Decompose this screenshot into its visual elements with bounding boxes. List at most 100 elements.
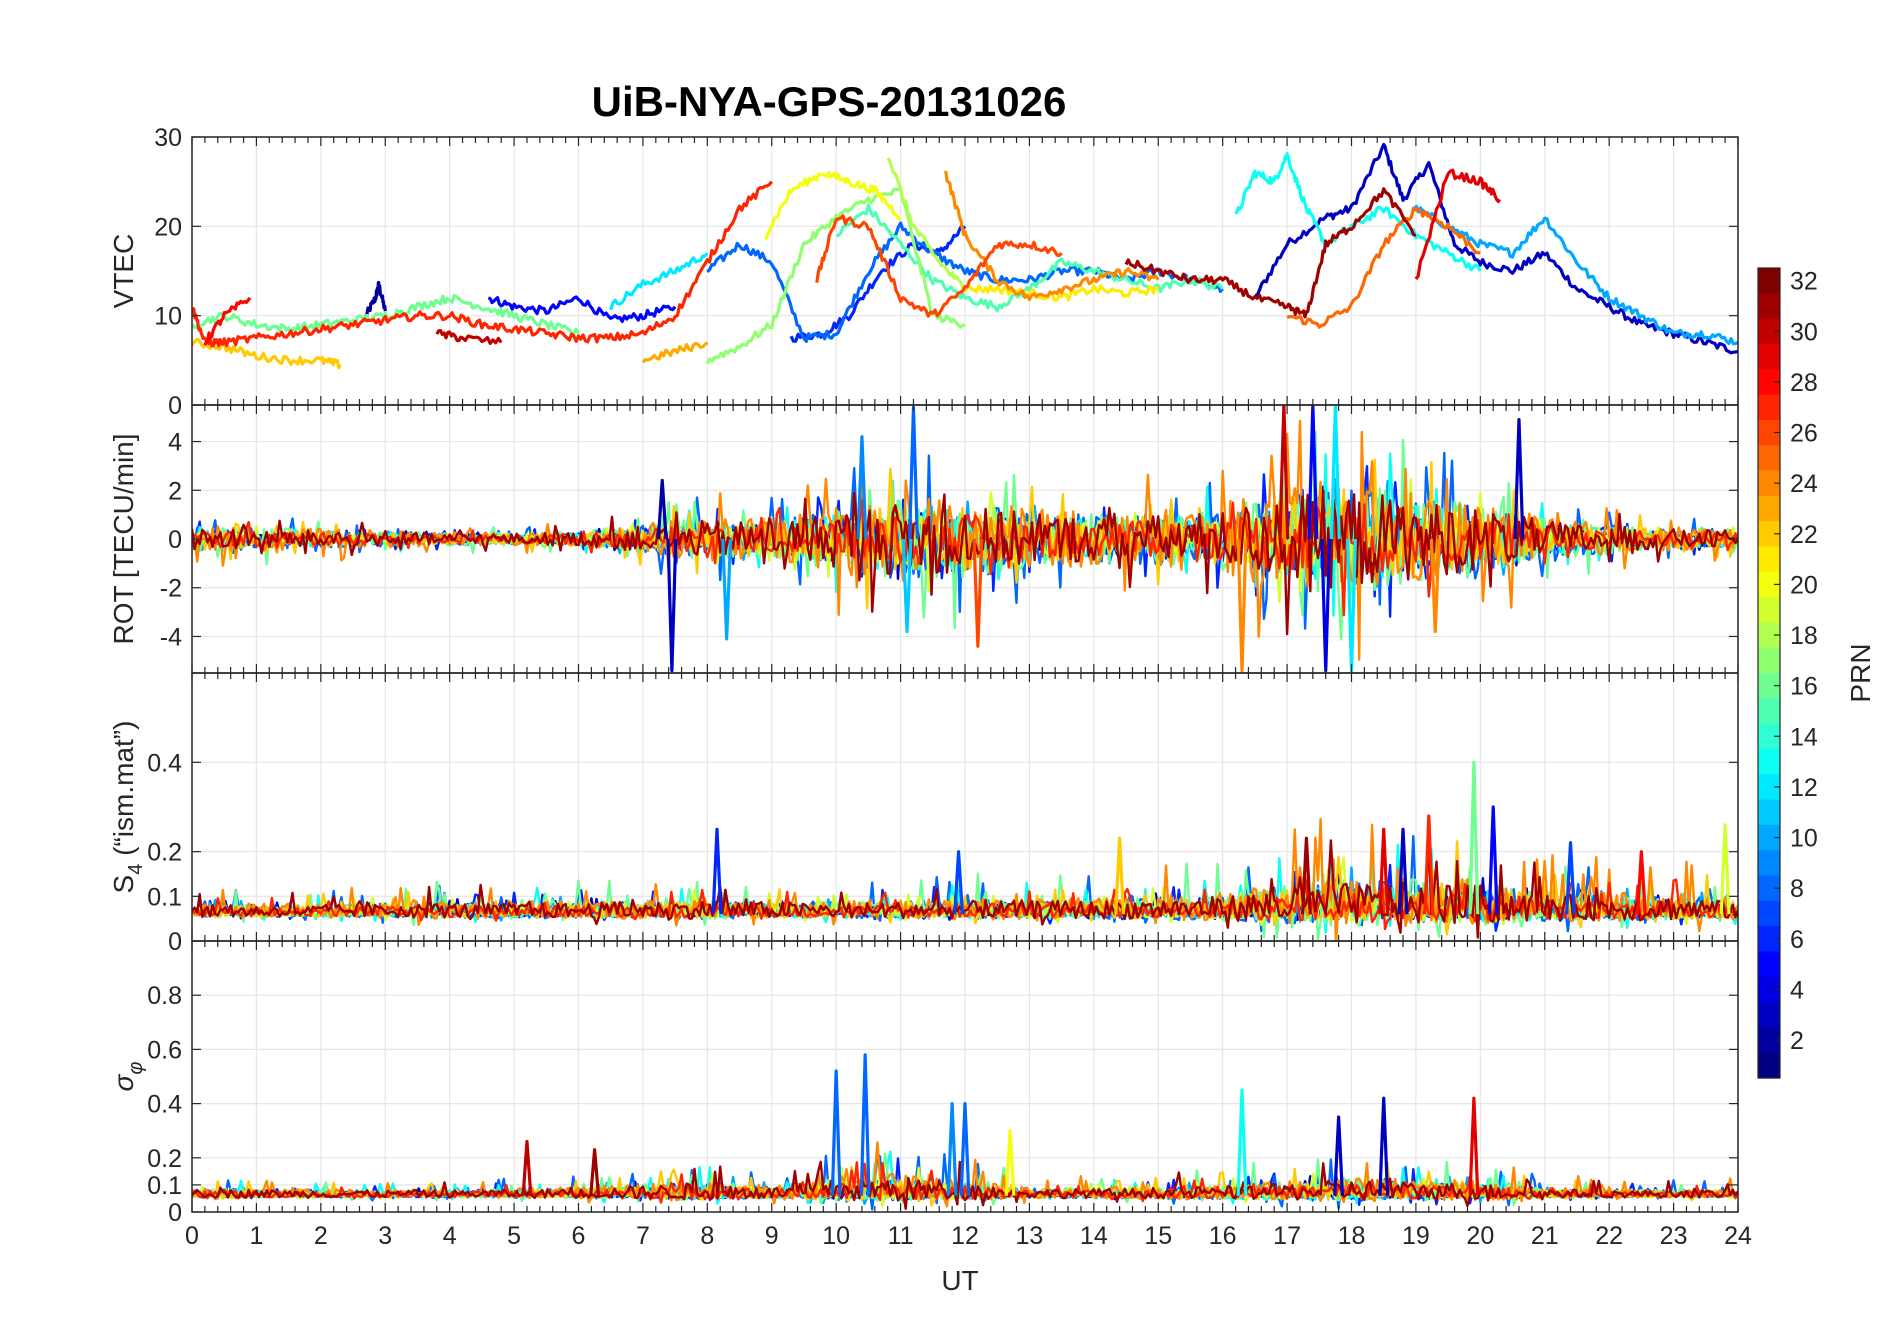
spike-prn-8 — [959, 1102, 971, 1196]
x-tick-label: 0 — [185, 1222, 199, 1250]
colorbar-tick-label: 24 — [1790, 470, 1818, 498]
spike-prn-13 — [1236, 1088, 1248, 1196]
y-tick-label: 0.4 — [147, 1091, 182, 1119]
colorbar-segment — [1758, 723, 1780, 750]
spike-prn-24 — [1236, 538, 1248, 673]
series-prn-21 — [963, 284, 1160, 303]
colorbar-segment — [1758, 824, 1780, 851]
chart-title: UiB-NYA-GPS-20131026 — [592, 78, 1067, 125]
x-tick-label: 17 — [1273, 1222, 1301, 1250]
spike-prn-20 — [1004, 1129, 1016, 1196]
series-prn-29 — [1414, 168, 1501, 280]
colorbar-segment — [1758, 951, 1780, 978]
spike-prn-5 — [1487, 805, 1499, 915]
spike-prn-27 — [1423, 814, 1435, 915]
x-tick-label: 19 — [1402, 1222, 1430, 1250]
x-ticks-s4 — [191, 673, 1739, 941]
y-tick-label: 30 — [154, 124, 182, 152]
spike-prn-12 — [1329, 405, 1341, 540]
colorbar-segment — [1758, 597, 1780, 623]
x-tick-label: 21 — [1531, 1222, 1559, 1250]
colorbar-segment — [1758, 521, 1780, 548]
x-tick-label: 13 — [1016, 1222, 1044, 1250]
spike-prn-2 — [656, 478, 668, 540]
y-tick-label: 0.4 — [147, 749, 182, 777]
colorbar-tick-label: 4 — [1790, 976, 1804, 1004]
colorbar-segment — [1758, 673, 1780, 699]
x-tick-label: 5 — [507, 1222, 521, 1250]
spike-prn-31 — [589, 1148, 601, 1196]
series-prn-18 — [886, 157, 966, 291]
colorbar-segment — [1758, 293, 1780, 320]
colorbar-segment — [1758, 445, 1780, 472]
spike-prn-22 — [1114, 836, 1126, 915]
x-tick-label: 3 — [378, 1222, 392, 1250]
series-prn-5 — [487, 295, 677, 324]
spike-prn-16 — [1468, 760, 1480, 915]
spike-prn-3 — [1333, 1115, 1345, 1196]
colorbar-segment — [1758, 774, 1780, 801]
colorbar-tick-label: 2 — [1790, 1027, 1804, 1055]
spike-prn-11 — [901, 538, 913, 634]
colorbar-segment — [1758, 1027, 1780, 1054]
series-prn-2 — [364, 280, 387, 318]
y-tick-label: 20 — [154, 213, 182, 241]
spike-prn-8 — [830, 1069, 842, 1196]
series-prn-22 — [192, 337, 342, 370]
y-axis-label-s4: S4 (“ism.mat”) — [108, 721, 147, 894]
series-prn-31 — [192, 839, 1738, 939]
spike-prn-7 — [953, 850, 965, 915]
colorbar-tick-label: 26 — [1790, 420, 1818, 448]
y-tick-label: 4 — [168, 429, 182, 457]
panel-s4: 0 0.1 0.2 0.4S4 (“ism.mat”) — [108, 672, 1739, 956]
spike-prn-26 — [972, 538, 984, 648]
x-tick-label: 4 — [443, 1222, 457, 1250]
colorbar-segment — [1758, 926, 1780, 953]
series-prn-23 — [641, 341, 709, 364]
colorbar-segment — [1758, 622, 1780, 649]
y-tick-label: 0.1 — [147, 883, 182, 911]
colorbar-segment — [1758, 318, 1780, 345]
spike-prn-30 — [521, 1139, 533, 1196]
colorbar-tick-label: 18 — [1790, 622, 1818, 650]
spike-prn-5 — [1307, 405, 1319, 540]
colorbar-segment — [1758, 875, 1780, 902]
y-tick-label: 0 — [168, 392, 182, 420]
colorbar-segment — [1758, 1002, 1780, 1028]
x-tick-label: 24 — [1724, 1222, 1752, 1250]
x-tick-label: 9 — [765, 1222, 779, 1250]
data-s4 — [192, 760, 1738, 941]
y-axis-label-rot: ROT [TECU/min] — [108, 433, 139, 644]
colorbar-tick-label: 22 — [1790, 521, 1818, 549]
series-prn-16 — [192, 294, 580, 336]
y-tick-label: 10 — [154, 303, 182, 331]
colorbar-tick-label: 12 — [1790, 774, 1818, 802]
colorbar-segment — [1758, 369, 1780, 396]
data-rot — [192, 405, 1738, 673]
y-tick-label: 0 — [168, 928, 182, 956]
series-prn-3 — [1254, 142, 1738, 355]
colorbar-segment — [1758, 571, 1780, 598]
series-prn-10 — [1414, 204, 1738, 346]
x-ticks-rot — [191, 405, 1739, 673]
colorbar-tick-label: 6 — [1790, 926, 1804, 954]
colorbar-tick-label: 28 — [1790, 369, 1818, 397]
colorbar-segment — [1758, 394, 1780, 421]
spike-prn-19 — [1719, 823, 1731, 915]
colorbar-label: PRN — [1845, 643, 1876, 702]
colorbar-segment — [1758, 976, 1780, 1003]
spike-prn-28 — [1635, 850, 1647, 915]
y-tick-label: 2 — [168, 477, 182, 505]
x-axis-label: UT — [941, 1265, 978, 1296]
spike-prn-8 — [859, 1053, 871, 1196]
x-tick-label: 8 — [700, 1222, 714, 1250]
colorbar-segment — [1758, 470, 1780, 497]
x-tick-label: 23 — [1660, 1222, 1688, 1250]
colorbar-segment — [1758, 748, 1780, 775]
spike-prn-8 — [908, 405, 919, 540]
spike-prn-7 — [1565, 841, 1576, 915]
colorbar-tick-label: 20 — [1790, 571, 1818, 599]
x-tick-label: 12 — [951, 1222, 979, 1250]
